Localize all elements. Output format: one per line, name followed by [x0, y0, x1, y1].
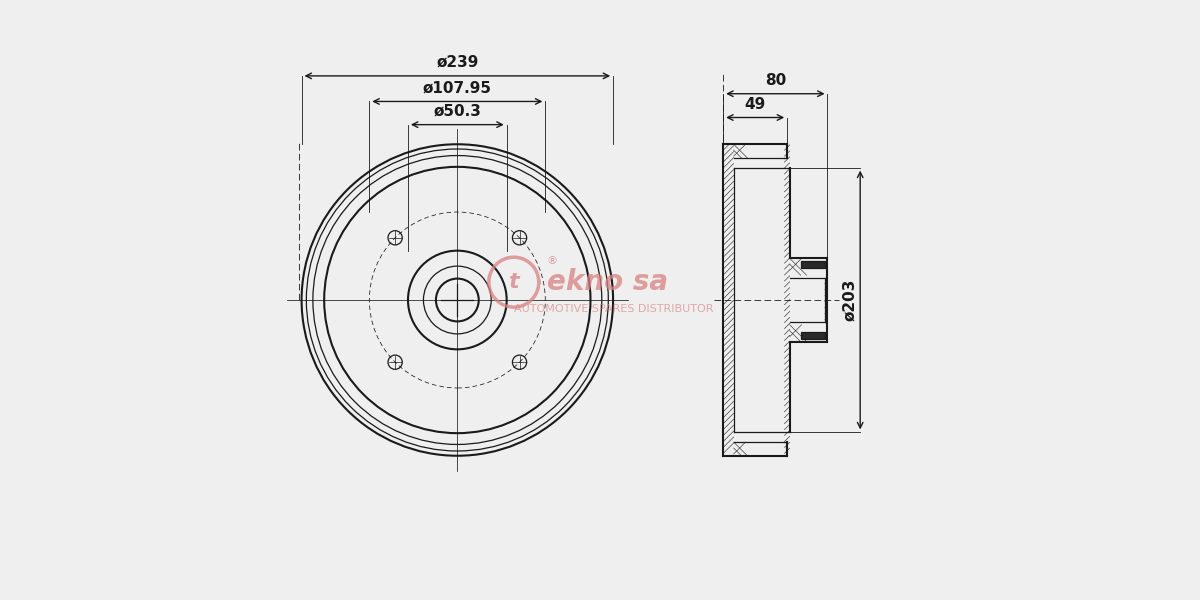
Text: ø203: ø203: [841, 279, 857, 321]
Text: ekno sa: ekno sa: [546, 268, 667, 296]
Text: ®: ®: [546, 256, 558, 266]
Bar: [802, 261, 824, 268]
Text: AUTOMOTIVE SPARES DISTRIBUTOR: AUTOMOTIVE SPARES DISTRIBUTOR: [514, 304, 713, 314]
Text: 49: 49: [744, 97, 766, 112]
Text: ø50.3: ø50.3: [433, 104, 481, 119]
Bar: [802, 332, 824, 339]
Text: 80: 80: [764, 73, 786, 88]
Text: ø239: ø239: [436, 55, 479, 70]
Text: t: t: [509, 272, 520, 292]
Text: ø107.95: ø107.95: [422, 80, 492, 95]
